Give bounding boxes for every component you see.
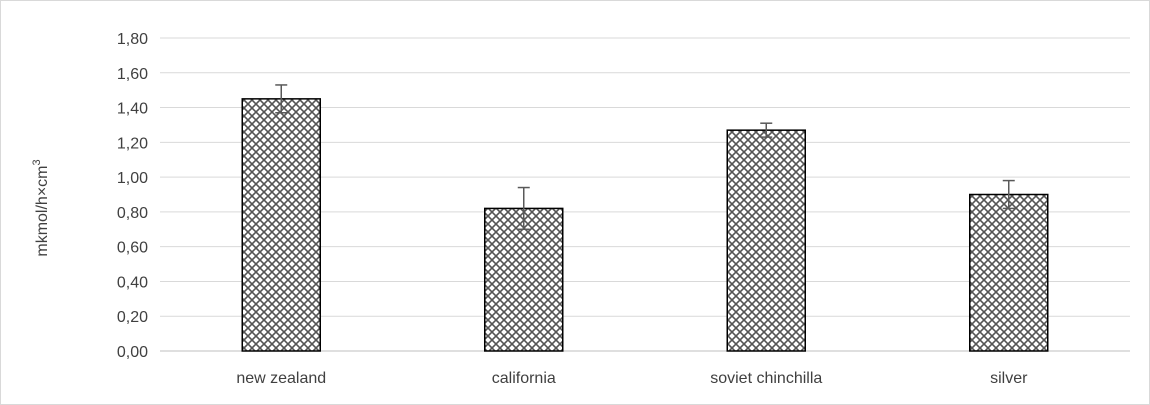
y-tick-label: 0,60 [117, 240, 148, 257]
x-tick-label: california [492, 370, 556, 387]
error-bars [275, 84, 1015, 231]
x-tick-label: soviet chinchilla [710, 370, 822, 387]
error-bar-soviet-chinchilla [760, 122, 773, 138]
y-tick-label: 1,60 [117, 66, 148, 83]
y-tick-label: 1,20 [117, 135, 148, 152]
y-tick-label: 0,40 [117, 274, 148, 291]
x-axis-tick-labels: new zealand california soviet chinchilla si… [236, 370, 1028, 387]
x-tick-label: silver [990, 370, 1028, 387]
bar-california [484, 207, 564, 352]
y-axis-label: mkmol/h×cm3 [31, 159, 51, 256]
error-bar-new-zealand [275, 84, 288, 114]
y-tick-label: 1,00 [117, 170, 148, 187]
y-tick-label: 1,80 [117, 31, 148, 48]
bar-soviet-chinchilla [726, 129, 806, 352]
error-bar-silver [1002, 179, 1015, 210]
error-bar-california [517, 186, 530, 231]
gridlines [160, 37, 1130, 352]
x-tick-label: new zealand [236, 370, 326, 387]
y-tick-label: 0,00 [117, 344, 148, 361]
bar-silver [969, 193, 1049, 352]
y-tick-label: 0,80 [117, 205, 148, 222]
y-tick-label: 0,20 [117, 309, 148, 326]
y-axis-tick-labels: 0,00 0,20 0,40 0,60 0,80 1,00 1,20 1,40 1,60 1,80 [117, 31, 148, 361]
y-tick-label: 1,40 [117, 101, 148, 118]
bar-new-zealand [241, 98, 321, 352]
bars [241, 98, 1049, 352]
